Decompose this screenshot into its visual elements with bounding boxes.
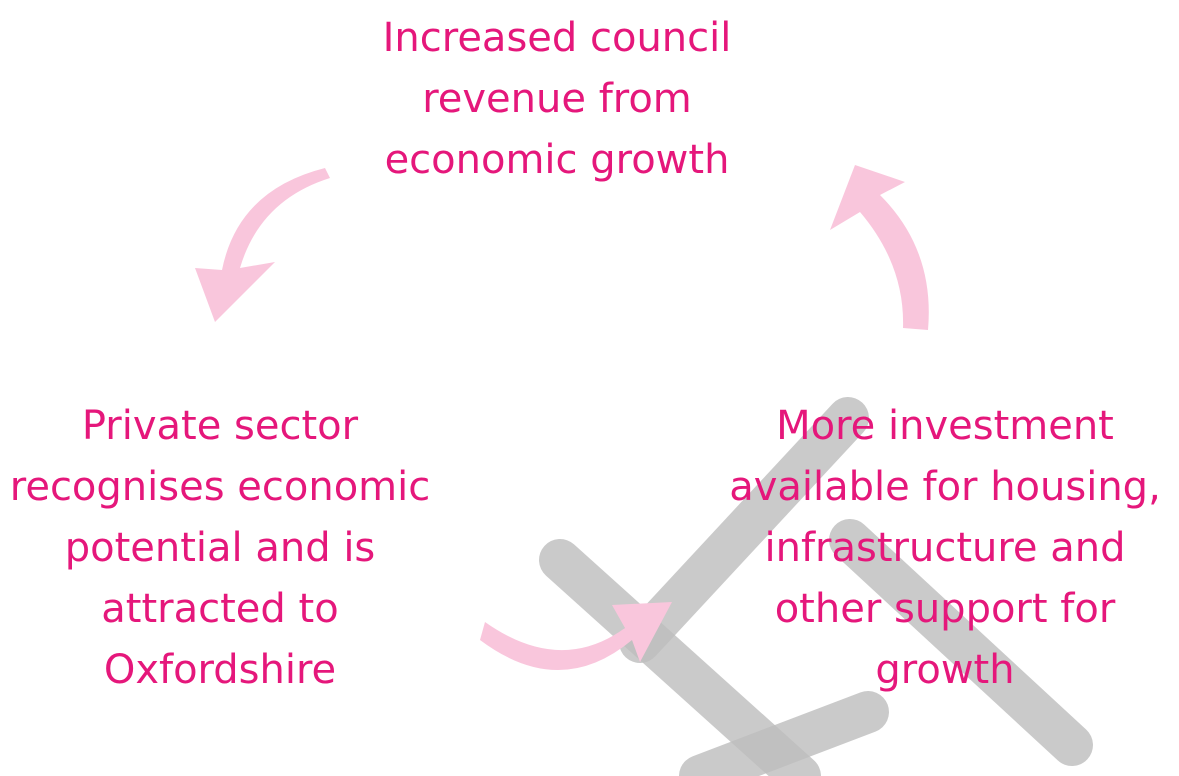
watermark-stroke: [679, 691, 889, 776]
arrow-top-left: [195, 168, 330, 322]
arrows: [195, 165, 929, 670]
watermark-stroke: [619, 397, 869, 663]
node-label-line: economic growth: [385, 137, 730, 183]
node-label-line: potential and is: [65, 525, 376, 571]
node-label-line: revenue from: [422, 76, 692, 122]
arrow-bottom: [480, 602, 672, 670]
watermark: [539, 397, 1093, 776]
node-label-line: Oxfordshire: [104, 647, 336, 693]
node-label-line: available for housing,: [729, 464, 1161, 510]
node-label-line: Private sector: [82, 403, 359, 449]
node-label-line: attracted to: [101, 586, 338, 632]
watermark-stroke: [829, 519, 1093, 766]
arrow-top-right: [830, 165, 929, 330]
node-label-line: other support for: [775, 586, 1116, 632]
labels: Increased council revenue from economic gr…: [10, 15, 1161, 693]
node-label-line: growth: [875, 647, 1014, 693]
node-label-line: infrastructure and: [765, 525, 1126, 571]
node-label-line: Increased council: [383, 15, 732, 61]
node-label-line: recognises economic: [10, 464, 430, 510]
node-label-line: More investment: [776, 403, 1114, 449]
